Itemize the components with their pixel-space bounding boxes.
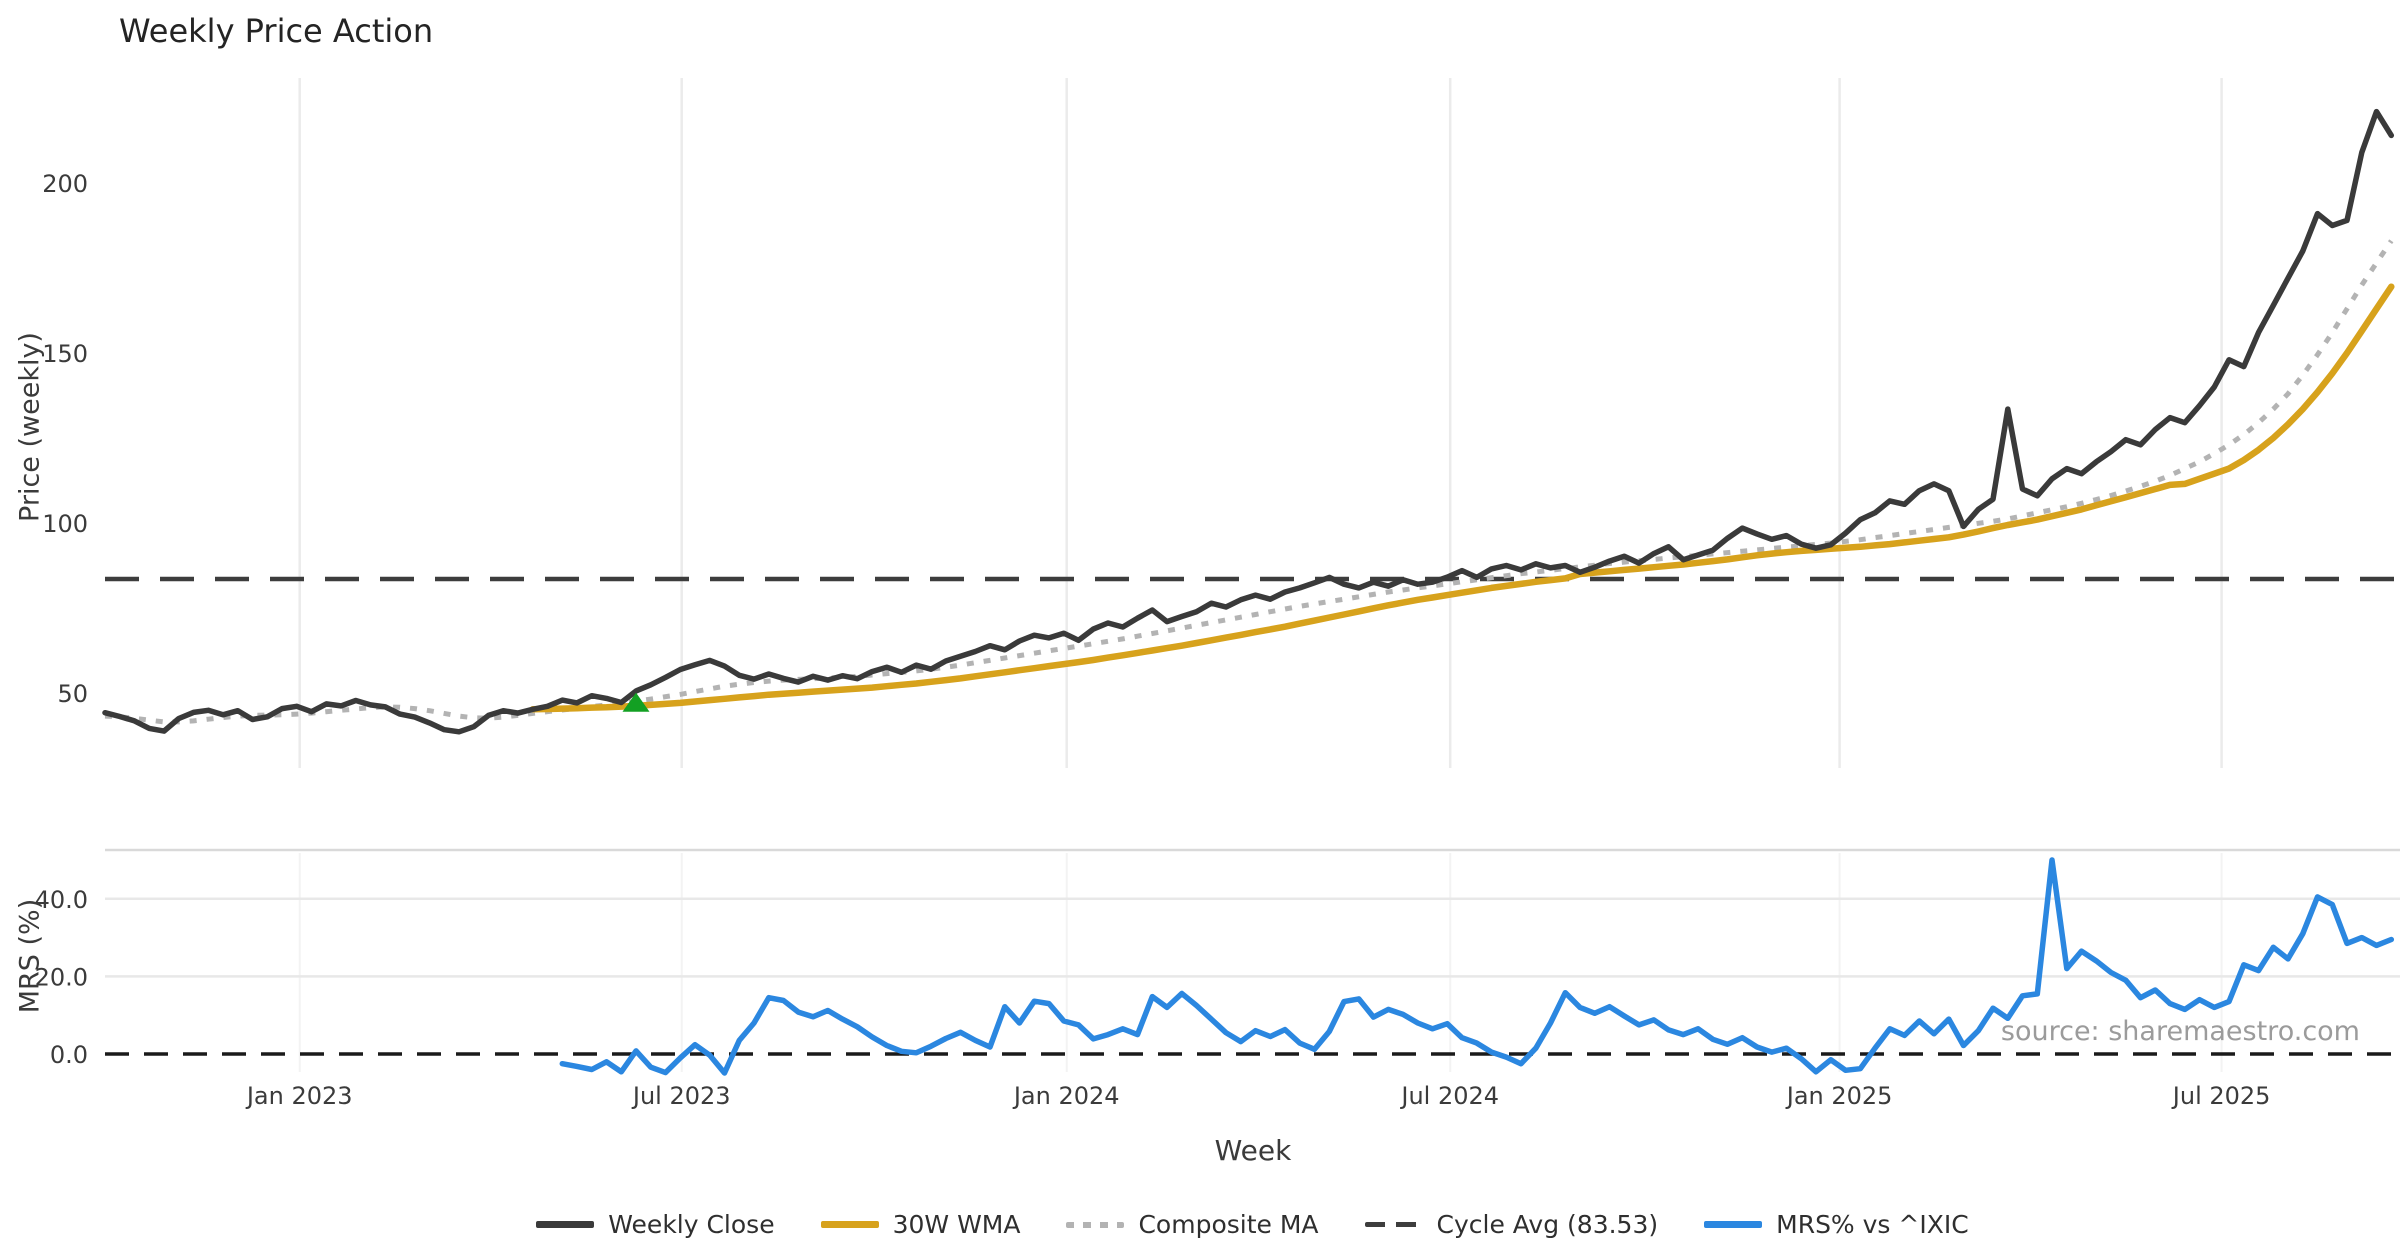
wma-line	[529, 283, 2395, 713]
mrs-line	[559, 857, 2395, 1076]
price-ytick-label: 50	[57, 680, 88, 708]
legend-swatch-solid	[1704, 1221, 1763, 1228]
price-axis-label: Price (weekly)	[14, 332, 46, 522]
legend-item: Weekly Close	[536, 1210, 775, 1239]
legend: Weekly Close 30W WMA Composite MA Cycle Avg…	[105, 1210, 2400, 1239]
x-tick-label: Jan 2024	[1012, 1082, 1120, 1110]
buy-signal-triangle-icon	[622, 692, 650, 712]
x-axis-label: Week	[1214, 1134, 1292, 1167]
weekly-close-line	[102, 108, 2395, 735]
legend-label: 30W WMA	[892, 1210, 1021, 1239]
legend-swatch-solid	[536, 1221, 595, 1228]
x-tick-label: Jul 2023	[631, 1082, 731, 1110]
legend-label: MRS% vs ^IXIC	[1776, 1210, 1969, 1239]
mrs-ytick-label: 40.0	[35, 886, 88, 914]
legend-item: MRS% vs ^IXIC	[1704, 1210, 1969, 1239]
legend-label: Weekly Close	[608, 1210, 775, 1239]
legend-swatch-solid	[820, 1221, 879, 1228]
x-tick-label: Jul 2024	[1399, 1082, 1499, 1110]
price-ytick-label: 200	[42, 170, 88, 198]
price-ytick-label: 100	[42, 510, 88, 538]
legend-item: Composite MA	[1066, 1210, 1319, 1239]
mrs-ytick-label: 0.0	[50, 1041, 88, 1069]
legend-label: Cycle Avg (83.53)	[1436, 1210, 1659, 1239]
legend-label: Composite MA	[1138, 1210, 1319, 1239]
chart-title: Weekly Price Action	[119, 12, 434, 50]
composite-ma-line	[104, 239, 2394, 725]
legend-item: Cycle Avg (83.53)	[1364, 1210, 1659, 1239]
price-ytick-label: 150	[42, 340, 88, 368]
x-tick-label: Jul 2025	[2171, 1082, 2271, 1110]
legend-swatch-dashed	[1364, 1222, 1423, 1227]
legend-item: 30W WMA	[820, 1210, 1021, 1239]
mrs-axis-label: MRS (%)	[14, 898, 46, 1014]
mrs-ytick-label: 20.0	[35, 963, 88, 991]
x-tick-label: Jan 2025	[1785, 1082, 1893, 1110]
legend-swatch-dotted	[1066, 1221, 1125, 1228]
source-note: source: sharemaestro.com	[2000, 1016, 2360, 1047]
x-tick-label: Jan 2023	[245, 1082, 353, 1110]
